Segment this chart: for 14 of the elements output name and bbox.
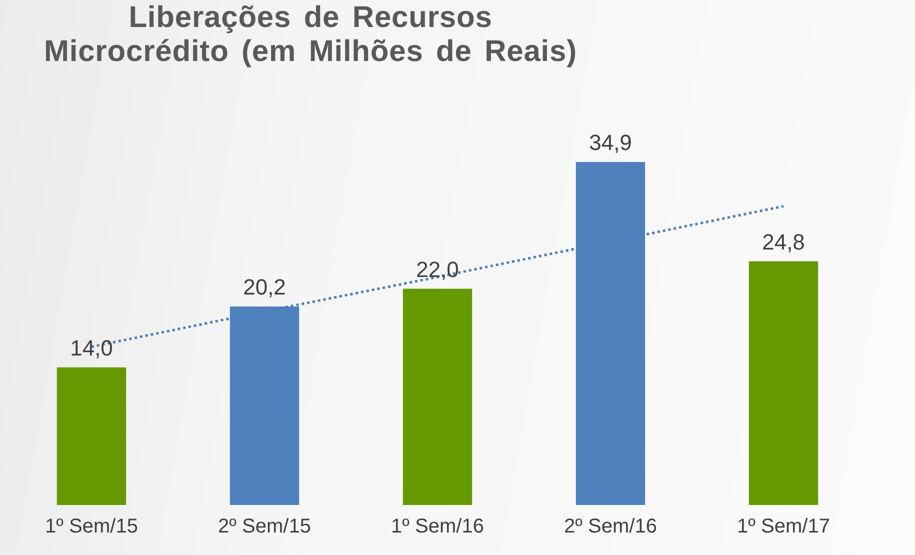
- data-label: 34,9: [589, 130, 632, 156]
- data-label: 22,0: [416, 256, 459, 282]
- bar: [56, 367, 126, 505]
- x-tick-label: 1º Sem/15: [45, 516, 138, 538]
- bar: [748, 261, 818, 505]
- x-tick-label: 2º Sem/15: [218, 516, 311, 538]
- bar: [402, 288, 472, 505]
- x-tick-label: 1º Sem/16: [391, 516, 484, 538]
- data-label: 24,8: [762, 229, 805, 254]
- data-label: 20,2: [243, 274, 286, 300]
- x-tick-label: 2º Sem/16: [564, 516, 657, 538]
- data-label: 14,0: [70, 335, 113, 360]
- chart-title: Liberações de Recursos Microcrédito (em Milhões de Reais): [42, 1, 578, 69]
- x-tick-label: 1º Sem/17: [737, 516, 830, 538]
